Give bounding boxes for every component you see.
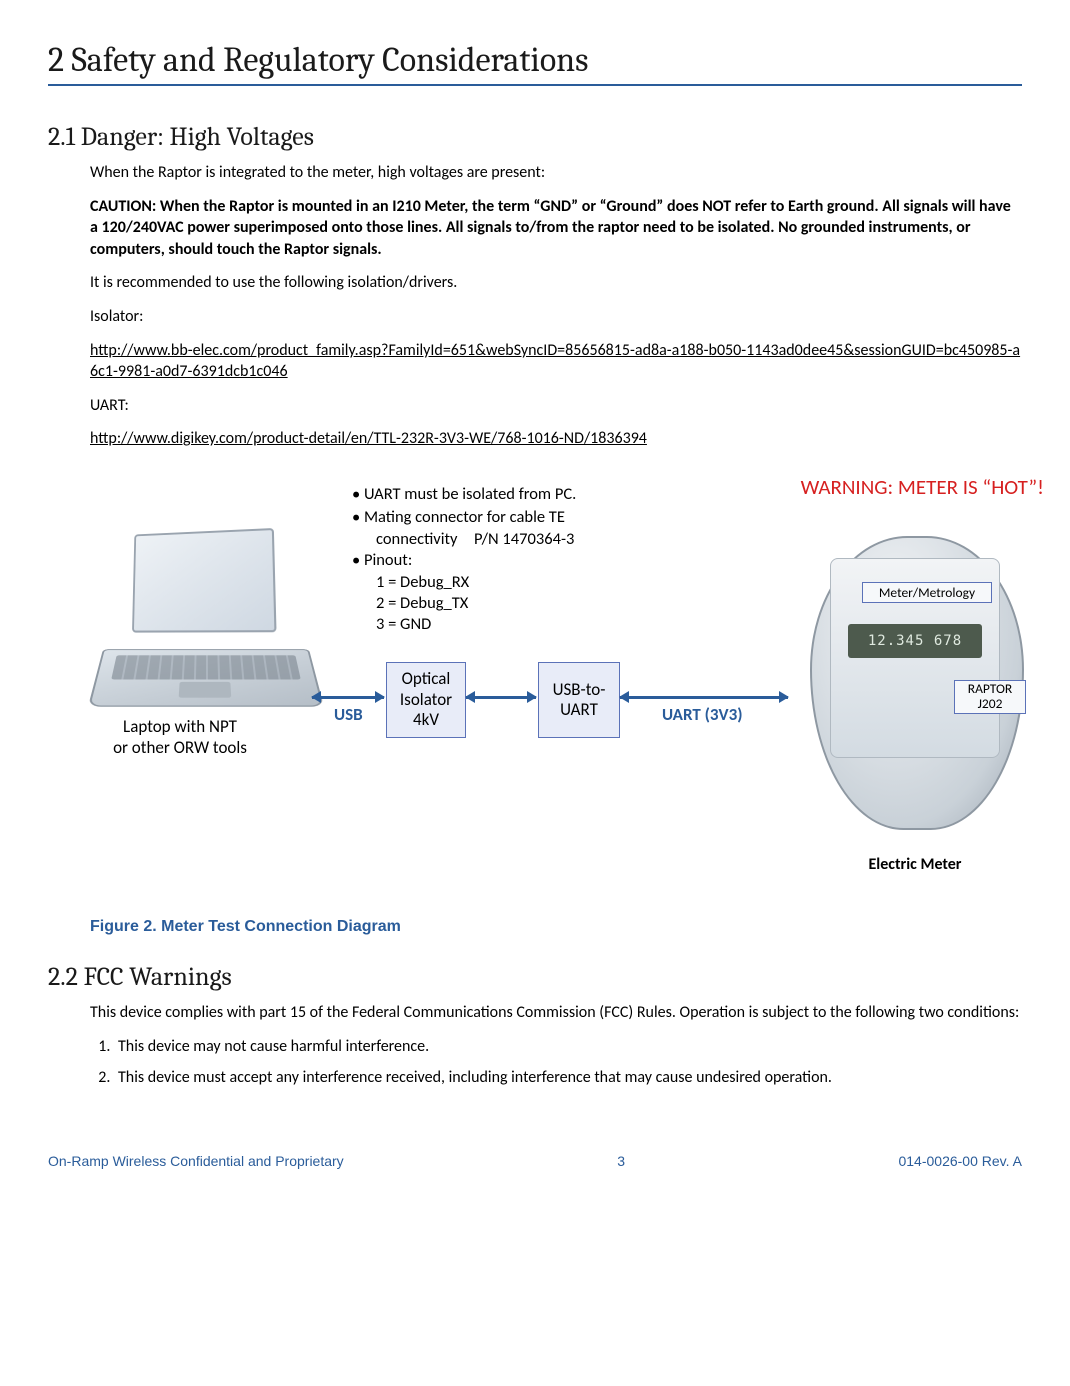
fcc-intro: This device complies with part 15 of the… — [90, 1002, 1022, 1024]
link-isolator[interactable]: http://www.bb-elec.com/product_family.as… — [90, 341, 1020, 382]
warning-text: WARNING: METER IS “HOT”! — [801, 474, 1044, 500]
section-2-1-body: When the Raptor is integrated to the met… — [90, 162, 1022, 936]
pinout-line-2: • Mating connector for cable TE — [352, 507, 632, 528]
para-caution: CAUTION: When the Raptor is mounted in a… — [90, 196, 1022, 261]
connection-diagram: WARNING: METER IS “HOT”! • UART must be … — [90, 470, 1050, 900]
pinout-line-2b: connectivity P/N 1470364-3 — [352, 529, 632, 550]
box-usb-to-uart: USB-to- UART — [538, 662, 620, 738]
pinout-pin-2: 2 = Debug_TX — [352, 593, 632, 614]
tag-raptor-line-2: J202 — [978, 695, 1003, 712]
laptop-label-line-1: Laptop with NPT — [123, 716, 237, 737]
section-2-2-body: This device complies with part 15 of the… — [90, 1002, 1022, 1089]
box-usb-line-1: USB-to- — [553, 680, 606, 700]
fcc-conditions-list: This device may not cause harmful interf… — [90, 1036, 1022, 1089]
fcc-condition-1: This device may not cause harmful interf… — [114, 1036, 1022, 1058]
label-isolator: Isolator: — [90, 306, 1022, 328]
para-intro: When the Raptor is integrated to the met… — [90, 162, 1022, 184]
box-usb-line-2: UART — [560, 700, 598, 720]
box-iso-line-1: Optical — [402, 669, 451, 689]
footer-page-number: 3 — [617, 1153, 625, 1169]
meter-graphic: 12.345 678 Meter/Metrology RAPTOR J202 E… — [790, 520, 1040, 840]
pinout-line-3: • Pinout: — [352, 550, 632, 571]
label-uart: UART: — [90, 395, 1022, 417]
arrow-usb-meter — [620, 696, 788, 699]
meter-lcd: 12.345 678 — [848, 624, 982, 658]
laptop-label-line-2: or other ORW tools — [113, 737, 247, 758]
pinout-notes: • UART must be isolated from PC. • Matin… — [352, 484, 632, 634]
link-uart[interactable]: http://www.digikey.com/product-detail/en… — [90, 429, 647, 448]
label-uart-3v3: UART (3V3) — [662, 704, 742, 725]
laptop-label: Laptop with NPT or other ORW tools — [90, 716, 270, 758]
pinout-pin-1: 1 = Debug_RX — [352, 572, 632, 593]
box-optical-isolator: Optical Isolator 4kV — [386, 662, 466, 738]
section-heading-2-1: 2.1 Danger: High Voltages — [48, 122, 1022, 152]
box-iso-line-3: 4kV — [413, 710, 439, 730]
page-footer: On-Ramp Wireless Confidential and Propri… — [48, 1153, 1022, 1169]
pinout-line-1: • UART must be isolated from PC. — [352, 484, 632, 505]
tag-raptor-j202: RAPTOR J202 — [954, 680, 1026, 714]
fcc-condition-2: This device must accept any interference… — [114, 1067, 1022, 1089]
footer-right: 014-0026-00 Rev. A — [898, 1153, 1022, 1169]
meter-caption: Electric Meter — [790, 855, 1040, 874]
box-iso-line-2: Isolator — [400, 690, 452, 710]
section-heading-1: 2 Safety and Regulatory Considerations — [48, 40, 1022, 86]
arrow-laptop-iso — [312, 696, 384, 699]
laptop-graphic — [96, 530, 316, 700]
arrow-iso-usb — [466, 696, 536, 699]
tag-meter-metrology: Meter/Metrology — [862, 582, 992, 603]
footer-left: On-Ramp Wireless Confidential and Propri… — [48, 1153, 344, 1169]
section-heading-2-2: 2.2 FCC Warnings — [48, 962, 1022, 992]
pinout-pin-3: 3 = GND — [352, 614, 632, 635]
label-usb: USB — [334, 704, 363, 725]
para-recommend: It is recommended to use the following i… — [90, 272, 1022, 294]
figure-caption: Figure 2. Meter Test Connection Diagram — [90, 918, 1022, 936]
